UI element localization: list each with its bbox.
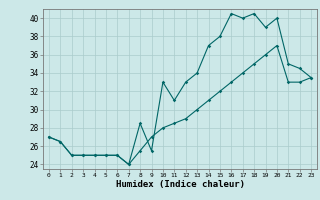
X-axis label: Humidex (Indice chaleur): Humidex (Indice chaleur) — [116, 180, 244, 189]
